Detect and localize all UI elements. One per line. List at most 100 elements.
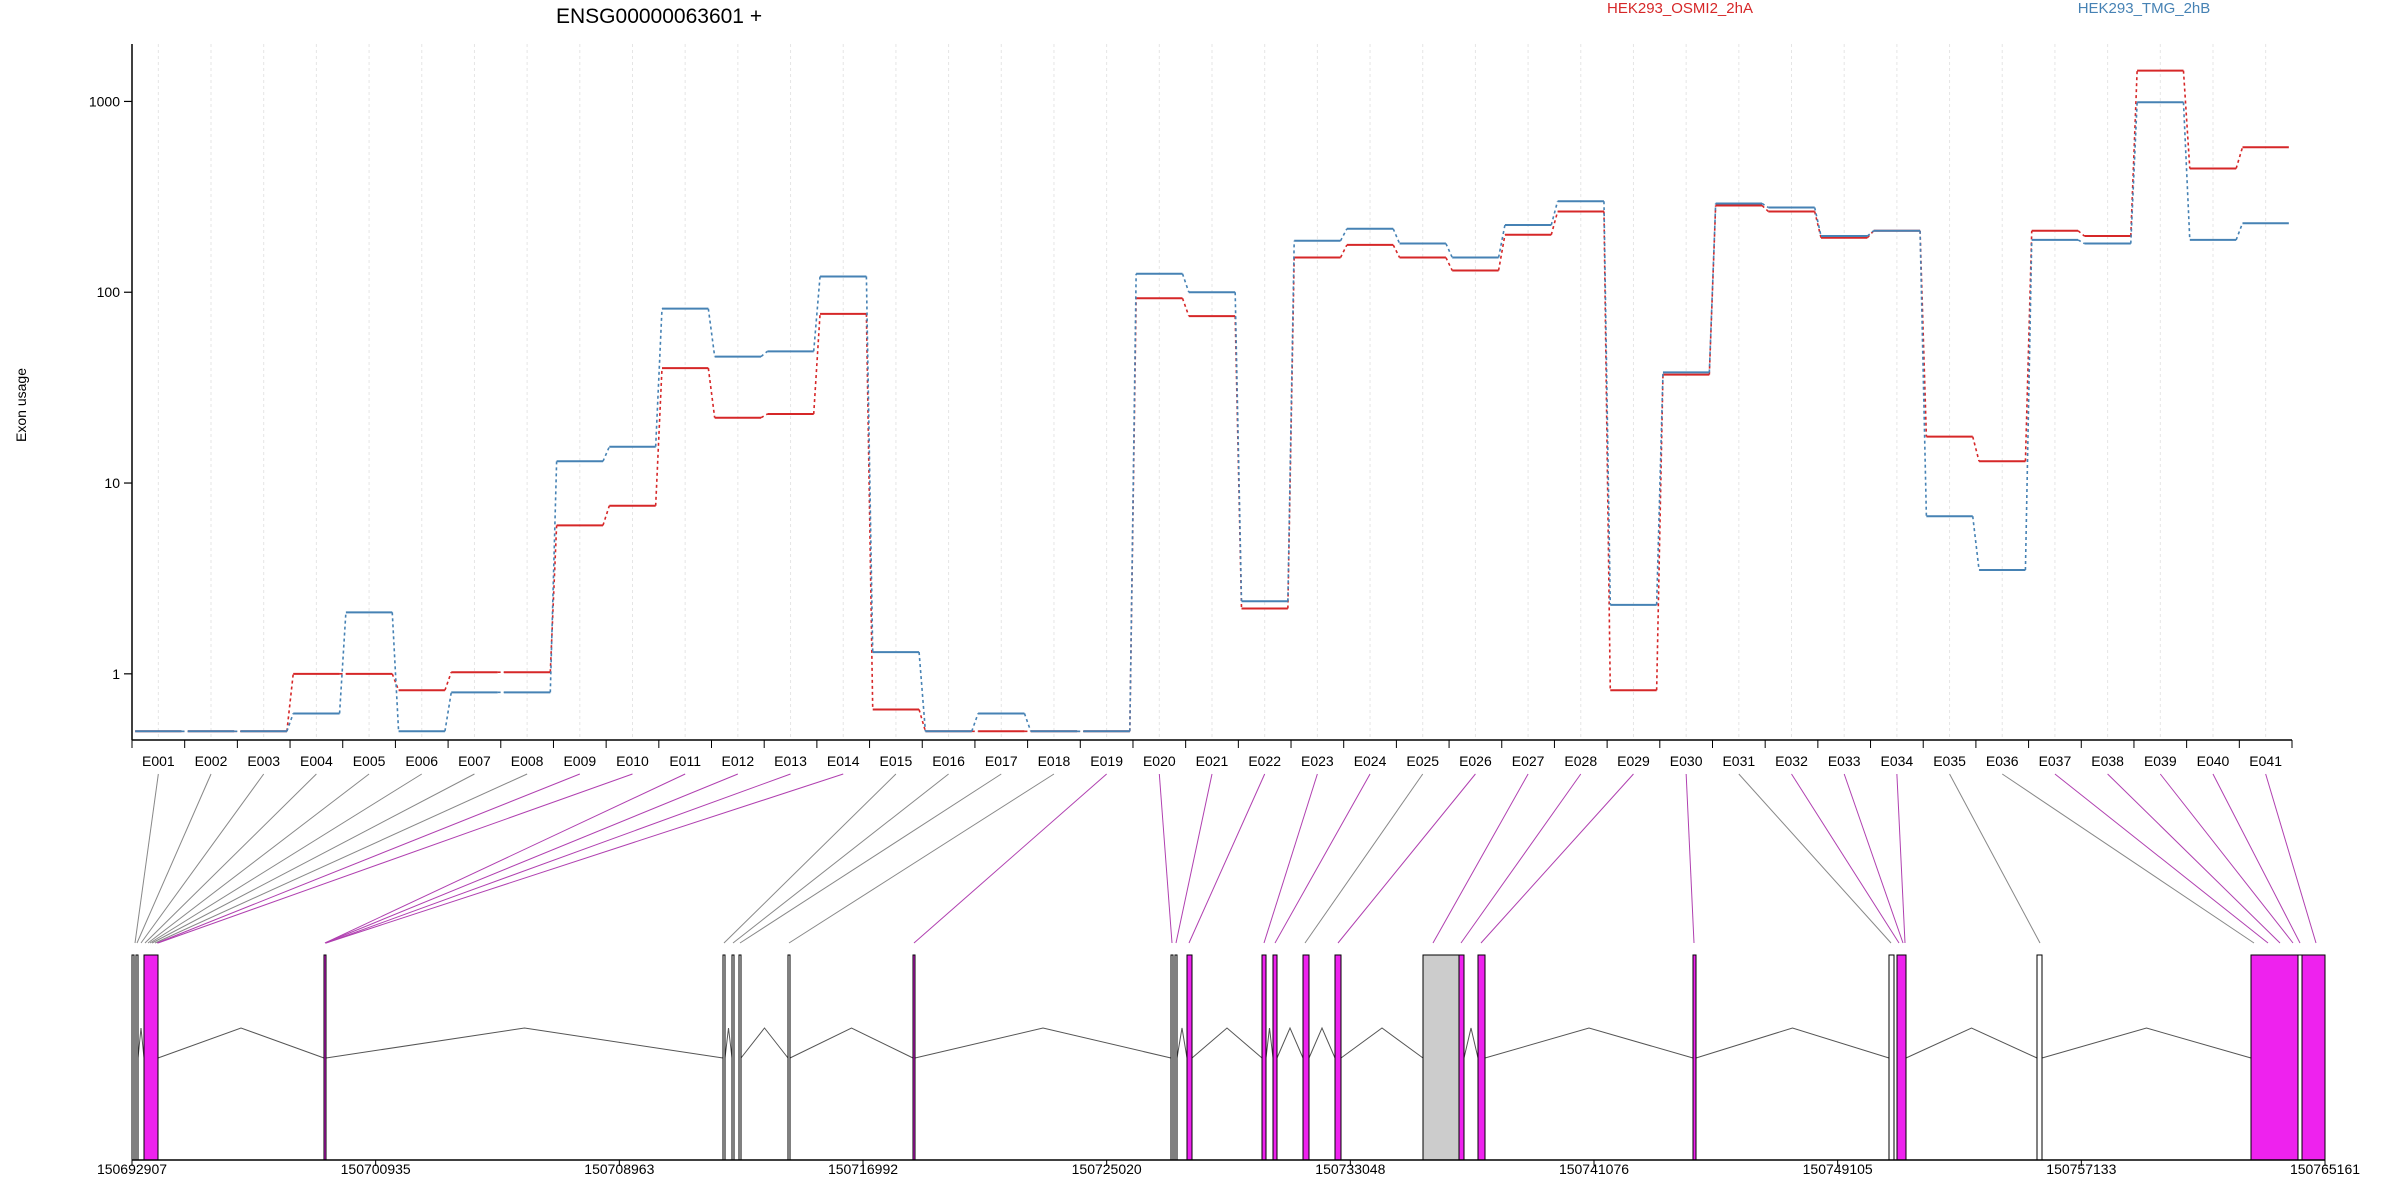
series-connector — [1919, 230, 1928, 517]
legend: HEK293_OSMI2_2hA HEK293_TMG_2hB — [1607, 0, 2210, 17]
exon-block — [2301, 954, 2326, 1161]
series-connector — [1813, 207, 1822, 237]
exon-label: E036 — [1986, 753, 2019, 769]
series-connector — [1445, 257, 1453, 271]
series-connector — [1813, 211, 1822, 238]
series-connector — [2077, 230, 2085, 237]
series-connector — [1181, 297, 1190, 317]
intron — [1463, 1027, 1479, 1059]
exon-label: E009 — [563, 753, 596, 769]
series-connector — [1287, 240, 1295, 602]
genomic-tick-label: 150700935 — [341, 1161, 411, 1177]
intron — [2041, 1027, 2252, 1059]
exon-connector — [1791, 773, 1900, 944]
exon-connector — [913, 773, 1107, 944]
exon-connector — [140, 773, 265, 944]
exon-label: E031 — [1722, 753, 1755, 769]
series-connector — [1392, 244, 1401, 258]
exon-connector — [1738, 773, 1892, 944]
exon-connector — [136, 773, 212, 944]
exon-label: E006 — [405, 753, 438, 769]
series-connector — [2024, 239, 2033, 571]
exon-label: E037 — [2039, 753, 2072, 769]
exon-label: E025 — [1406, 753, 1439, 769]
series-connector — [1445, 243, 1453, 258]
y-tick-label: 1 — [112, 666, 120, 682]
exon-connector — [1337, 773, 1476, 944]
exon-label: E015 — [880, 753, 913, 769]
y-tick-label: 10 — [104, 475, 120, 491]
series-connector — [1181, 273, 1190, 293]
exon-label: E029 — [1617, 753, 1650, 769]
intron — [1484, 1027, 1694, 1059]
series-connector — [1603, 201, 1612, 605]
series-connector — [1234, 292, 1243, 602]
exon-label: E030 — [1670, 753, 1703, 769]
series-connector — [812, 276, 821, 352]
genomic-tick-label: 150741076 — [1559, 1161, 1629, 1177]
exon-label: E026 — [1459, 753, 1492, 769]
y-tick-label: 1000 — [89, 93, 120, 109]
exon-connector — [1480, 773, 1634, 944]
intron — [789, 1027, 914, 1059]
series-connector — [1919, 230, 1928, 437]
exon-label: E017 — [985, 753, 1018, 769]
intron — [157, 1027, 325, 1059]
exon-block — [1186, 954, 1193, 1161]
exon-label: E038 — [2091, 753, 2124, 769]
axes: 1 10 100 1000 E001 E002 E003 E004 E005 E006 E007 E0… — [89, 44, 2293, 769]
series-connector — [1655, 374, 1664, 691]
series-connector — [654, 368, 663, 506]
series-connector — [918, 709, 927, 732]
exon-connector — [1175, 773, 1213, 944]
y-tick-label: 100 — [97, 284, 121, 300]
series-HEK293_TMG_2hB — [135, 101, 2289, 733]
exon-connector — [2212, 773, 2301, 944]
series-connector — [338, 612, 347, 714]
exon-label: E008 — [511, 753, 544, 769]
genomic-axis: 150692907 150700935 150708963 150716992 1507… — [97, 1159, 2360, 1177]
exon-block — [2036, 954, 2043, 1161]
exon-label: E024 — [1354, 753, 1387, 769]
series-connector — [1761, 204, 1769, 213]
exon-block — [131, 954, 135, 1161]
series-connector — [971, 713, 979, 732]
intron — [1905, 1027, 2038, 1059]
series-connector — [286, 673, 295, 732]
exon-label: E004 — [300, 753, 333, 769]
exon-connector — [1158, 773, 1173, 944]
exon-block — [2250, 954, 2299, 1161]
series-connector — [1971, 436, 1980, 462]
exon-connector — [325, 773, 791, 944]
gene-title: ENSG00000063601 + — [556, 5, 762, 28]
series-connector — [1761, 202, 1769, 209]
exon-block — [1888, 954, 1895, 1161]
exon-label: E032 — [1775, 753, 1808, 769]
exon-label: E007 — [458, 753, 491, 769]
intron — [1265, 1027, 1274, 1059]
exon-label: E018 — [1038, 753, 1071, 769]
series-connector — [1497, 234, 1506, 271]
exon-block — [1477, 954, 1486, 1161]
genomic-tick-label: 150692907 — [97, 1161, 167, 1177]
exon-block — [1334, 954, 1342, 1161]
genomic-tick-label: 150749105 — [1803, 1161, 1873, 1177]
exon-connector — [739, 773, 1002, 944]
series-connector — [444, 692, 453, 732]
exon-label: E027 — [1512, 753, 1545, 769]
exon-connector — [2054, 773, 2269, 944]
series-connector — [391, 612, 400, 732]
exon-label: E010 — [616, 753, 649, 769]
exon-connector — [157, 773, 633, 944]
exon-connector — [325, 773, 844, 944]
exon-block — [1272, 954, 1278, 1161]
exon-connector — [156, 773, 580, 944]
exon-block — [722, 954, 726, 1161]
exon-label: E012 — [722, 753, 755, 769]
series-connector — [1603, 211, 1612, 691]
exon-connector — [1896, 773, 1906, 944]
exon-block — [135, 954, 139, 1161]
series-connector — [602, 446, 611, 462]
intron — [1276, 1026, 1304, 1059]
exon-block — [912, 954, 916, 1161]
